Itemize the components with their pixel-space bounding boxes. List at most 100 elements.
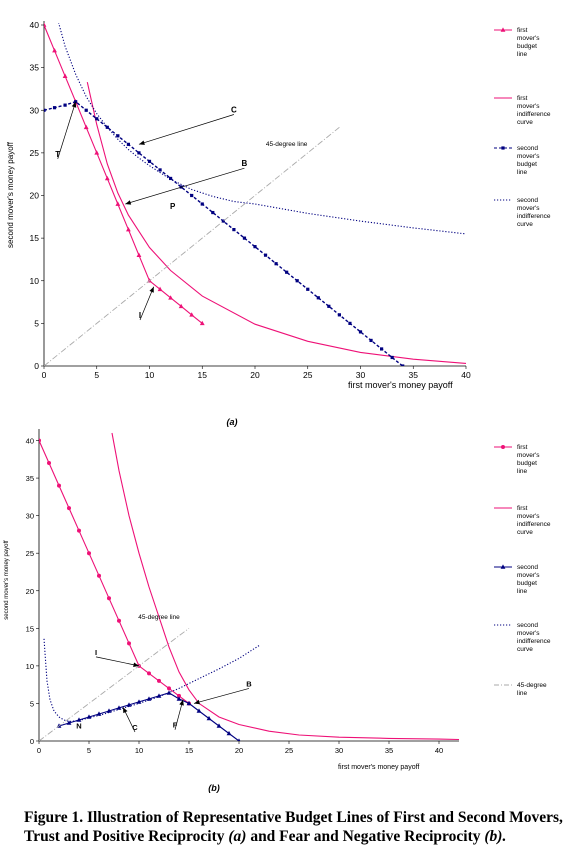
data-point-second-mover-s-budget-line xyxy=(316,296,320,300)
data-point-second-mover-s-budget-line xyxy=(390,355,394,360)
data-point-first-mover-s-budget-line xyxy=(107,596,111,601)
data-point-second-mover-s-budget-line xyxy=(186,700,192,706)
data-point-second-mover-s-budget-line xyxy=(158,168,162,172)
data-point-second-mover-s-budget-line xyxy=(380,347,384,351)
data-point-second-mover-s-budget-line xyxy=(295,279,299,283)
data-point-first-mover-s-budget-line xyxy=(167,686,171,691)
caption-italic-1: (a) xyxy=(228,828,247,845)
legend-label-first-mover-s-budget-line: mover's xyxy=(517,452,540,459)
data-point-second-mover-s-budget-line xyxy=(237,738,241,741)
series-layer xyxy=(39,432,460,741)
legend-label-second-mover-s-budget-line: budget xyxy=(517,161,537,168)
data-point-first-mover-s-budget-line xyxy=(104,175,110,181)
legend-label-first-mover-s-indifference-curve: first xyxy=(517,505,528,512)
data-point-first-mover-s-budget-line xyxy=(62,73,68,78)
data-point-second-mover-s-budget-line xyxy=(63,103,67,107)
series-line-45-degree-line xyxy=(44,126,340,366)
data-point-second-mover-s-budget-line xyxy=(242,236,247,240)
data-point-second-mover-s-budget-line xyxy=(105,125,109,129)
caption-italic-2: (b). xyxy=(484,828,507,845)
y-tick-label: 30 xyxy=(26,512,34,521)
legend-marker-first-mover-s-budget-line xyxy=(501,445,505,449)
legend-label-first-mover-s-indifference-curve: first xyxy=(517,95,528,102)
y-tick-label: 25 xyxy=(26,549,34,558)
legend-label-second-mover-s-indifference-curve: curve xyxy=(517,221,533,228)
x-tick-label: 15 xyxy=(198,370,208,380)
x-tick-label: 40 xyxy=(435,746,443,755)
data-point-second-mover-s-budget-line xyxy=(200,202,204,206)
x-tick-label: 20 xyxy=(235,746,243,755)
data-point-first-mover-s-budget-line xyxy=(83,124,89,130)
x-tick-label: 35 xyxy=(409,370,419,380)
data-point-second-mover-s-budget-line xyxy=(116,134,120,138)
y-tick-label: 10 xyxy=(30,276,40,286)
x-tick-label: 5 xyxy=(94,370,99,380)
data-point-first-mover-s-budget-line xyxy=(77,528,81,533)
y-tick-label: 15 xyxy=(26,624,34,633)
data-point-first-mover-s-budget-line xyxy=(178,303,184,309)
data-point-second-mover-s-budget-line xyxy=(137,151,141,155)
legend-marker-second-mover-s-budget-line xyxy=(500,564,506,569)
legend-marker-second-mover-s-budget-line xyxy=(501,146,505,150)
annotation-arrow xyxy=(139,286,155,321)
y-tick-label: 5 xyxy=(30,699,34,708)
data-point-second-mover-s-budget-line xyxy=(126,702,132,707)
data-point-second-mover-s-budget-line xyxy=(196,708,202,713)
legend-label-first-mover-s-indifference-curve: indifference xyxy=(517,521,551,528)
x-tick-label: 0 xyxy=(37,746,41,755)
legend-label-second-mover-s-indifference-curve: mover's xyxy=(517,630,540,637)
legend-label-second-mover-s-indifference-curve: curve xyxy=(517,646,533,653)
legend-label-second-mover-s-indifference-curve: second xyxy=(517,197,538,204)
panel-label: (b) xyxy=(208,783,220,793)
point-label-i: I xyxy=(95,648,97,657)
figure-caption: Figure 1. Illustration of Representative… xyxy=(24,808,564,846)
legend-label-first-mover-s-budget-line: mover's xyxy=(517,35,540,42)
y-tick-label: 15 xyxy=(30,233,40,243)
series-line-first-mover-s-budget-line xyxy=(39,440,190,704)
point-label-c: C xyxy=(231,106,237,115)
legend-label-first-mover-s-indifference-curve: mover's xyxy=(517,513,540,520)
point-label-t: T xyxy=(55,150,60,159)
data-point-second-mover-s-budget-line xyxy=(166,690,172,695)
x-tick-label: 15 xyxy=(185,746,193,755)
data-point-second-mover-s-budget-line xyxy=(285,270,289,274)
legend-label-first-mover-s-indifference-curve: mover's xyxy=(517,103,540,110)
legend-label-second-mover-s-budget-line: line xyxy=(517,169,528,176)
legend-label-second-mover-s-budget-line: line xyxy=(517,588,528,595)
data-point-second-mover-s-budget-line xyxy=(169,176,173,181)
panel-label: (a) xyxy=(227,417,238,427)
data-point-second-mover-s-budget-line xyxy=(253,245,257,249)
annotation-arrowhead xyxy=(149,286,154,293)
legend-label-first-mover-s-indifference-curve: curve xyxy=(517,119,533,126)
data-point-second-mover-s-budget-line xyxy=(216,723,222,728)
x-tick-label: 30 xyxy=(335,746,343,755)
y-tick-label: 35 xyxy=(26,474,34,483)
data-point-second-mover-s-budget-line xyxy=(369,338,373,343)
legend-label-second-mover-s-budget-line: mover's xyxy=(517,572,540,579)
legend-label-first-mover-s-budget-line: budget xyxy=(517,460,537,467)
x-axis-label: first mover's money payoff xyxy=(348,380,453,390)
chart-panel-a: 0 5 10 15 20 25 30 35 40 0 5 10 15 20 25 30 35 40 first mo… xyxy=(6,20,551,427)
data-point-first-mover-s-budget-line xyxy=(147,671,151,676)
annotation-arrow xyxy=(125,167,245,205)
data-point-first-mover-s-budget-line xyxy=(94,150,100,155)
y-tick-label: 40 xyxy=(30,20,40,30)
data-point-second-mover-s-budget-line xyxy=(206,715,212,721)
data-point-second-mover-s-budget-line xyxy=(126,142,130,146)
y-axis-label: second mover's money payoff xyxy=(4,540,10,620)
legend-label-first-mover-s-budget-line: line xyxy=(517,51,528,58)
data-point-first-mover-s-budget-line xyxy=(189,312,195,317)
legend-label-first-mover-s-indifference-curve: indifference xyxy=(517,111,551,118)
data-point-second-mover-s-budget-line xyxy=(274,262,278,266)
data-point-second-mover-s-budget-line xyxy=(176,696,182,701)
x-tick-label: 25 xyxy=(303,370,313,380)
y-tick-label: 40 xyxy=(26,437,34,446)
legend-label-second-mover-s-indifference-curve: mover's xyxy=(517,205,540,212)
point-label-b: B xyxy=(246,679,252,688)
data-point-second-mover-s-budget-line xyxy=(263,253,268,257)
legend-label-second-mover-s-budget-line: mover's xyxy=(517,153,540,160)
legend-label-second-mover-s-indifference-curve: indifference xyxy=(517,213,551,220)
legend-label-45-degree-line: line xyxy=(517,690,528,697)
point-label-i: I xyxy=(139,311,141,320)
data-point-second-mover-s-budget-line xyxy=(147,159,152,163)
